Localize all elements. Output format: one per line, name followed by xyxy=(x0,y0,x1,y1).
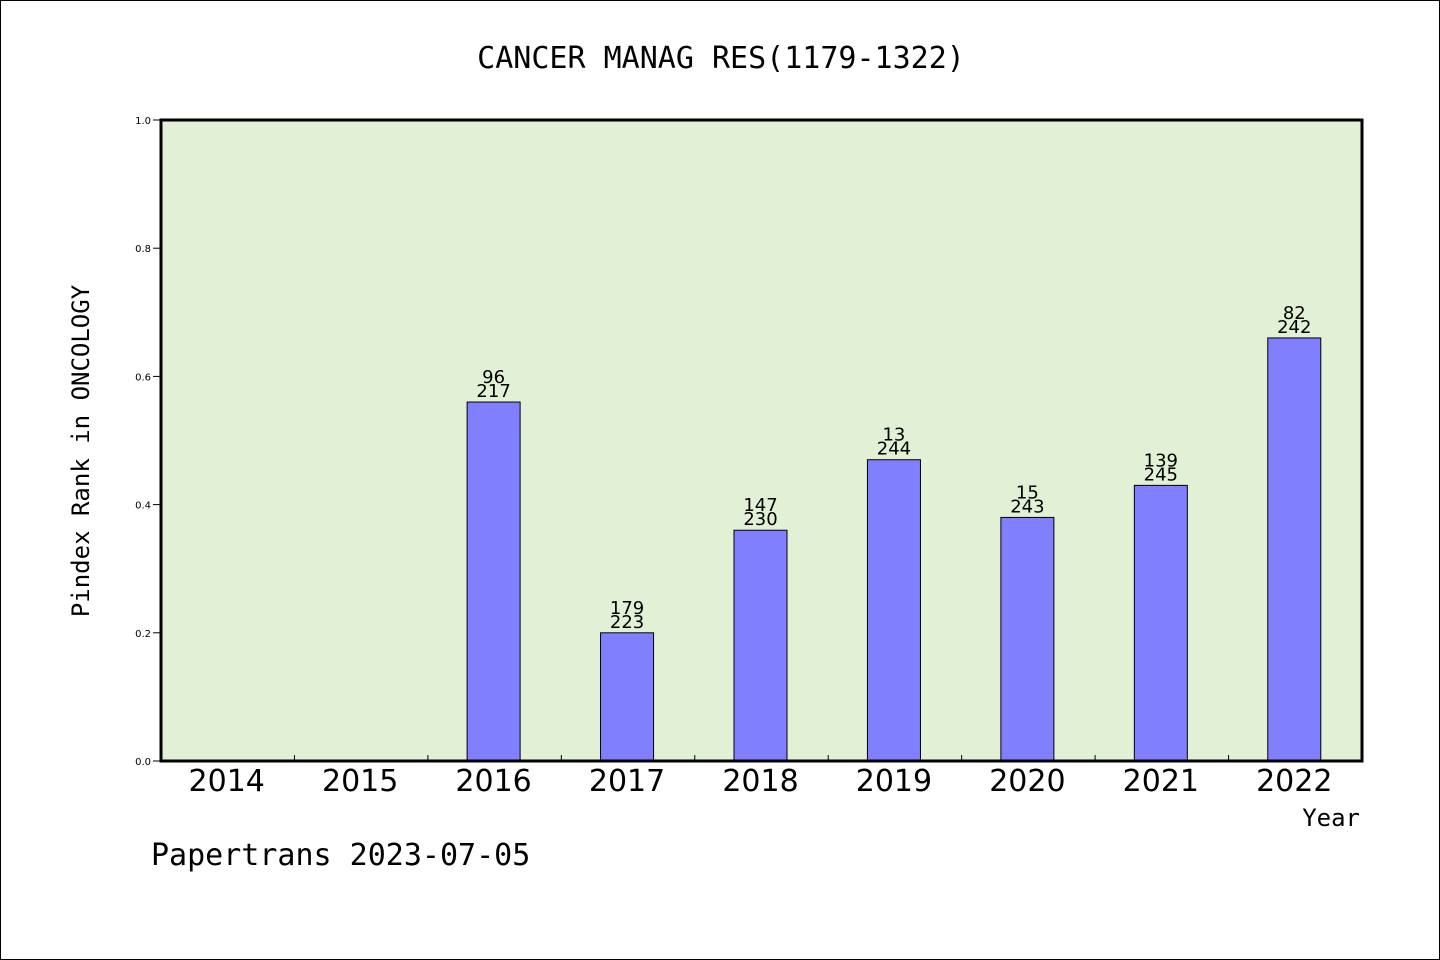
bar-label-top: 13 xyxy=(882,425,905,446)
y-axis-label: Pindex Rank in ONCOLOGY xyxy=(67,284,95,617)
x-tick-label: 2017 xyxy=(589,764,665,799)
bar-label-top: 147 xyxy=(743,495,777,516)
x-tick-label: 2014 xyxy=(189,764,265,799)
y-tick-label: 0.8 xyxy=(135,244,151,255)
y-tick-label: 1.0 xyxy=(135,116,151,127)
y-axis-ticks: 0.0 0.2 0.4 0.6 0.8 1.0 xyxy=(135,116,161,768)
x-tick-label: 2018 xyxy=(722,764,798,799)
bar-label-bottom: 243 xyxy=(1010,496,1044,517)
plot-border xyxy=(159,118,1364,763)
y-tick-label: 0.0 xyxy=(135,757,151,768)
bar-label-top: 82 xyxy=(1283,303,1306,324)
chart-title: CANCER MANAG RES(1179-1322) xyxy=(477,41,965,76)
y-tick-label: 0.6 xyxy=(135,372,151,383)
x-tick-label: 2019 xyxy=(856,764,932,799)
bar-label-bottom: 244 xyxy=(877,439,911,460)
x-tick-label: 2015 xyxy=(322,764,398,799)
bar xyxy=(733,529,788,762)
y-tick-label: 0.2 xyxy=(135,629,151,640)
bar xyxy=(466,401,521,762)
y-tick-label: 0.4 xyxy=(135,501,151,512)
x-tick-label: 2021 xyxy=(1123,764,1199,799)
bar-label-bottom: 223 xyxy=(610,612,644,633)
bar xyxy=(866,459,921,762)
bar-label-top: 96 xyxy=(482,367,505,388)
bar xyxy=(1133,484,1188,762)
bar-label-bottom: 230 xyxy=(743,509,777,530)
bar-label-top: 139 xyxy=(1144,450,1178,471)
x-axis-label: Year xyxy=(1302,804,1360,832)
x-axis-ticks: 2014 2015 2016 2017 2018 2019 2020 2021 2022 xyxy=(189,755,1332,799)
bar-label-top: 15 xyxy=(1016,482,1039,503)
bar-label-bottom: 245 xyxy=(1144,464,1178,485)
bar-label-bottom: 217 xyxy=(476,381,510,402)
bar xyxy=(1000,516,1055,762)
x-tick-label: 2022 xyxy=(1256,764,1332,799)
bar-label-bottom: 242 xyxy=(1277,317,1311,338)
x-tick-label: 2020 xyxy=(989,764,1065,799)
bar xyxy=(1267,337,1322,762)
bars-group xyxy=(466,337,1322,762)
footer-credit: Papertrans 2023-07-05 xyxy=(151,838,530,873)
x-tick-label: 2016 xyxy=(455,764,531,799)
bar-label-top: 179 xyxy=(610,598,644,619)
bar xyxy=(600,632,655,762)
